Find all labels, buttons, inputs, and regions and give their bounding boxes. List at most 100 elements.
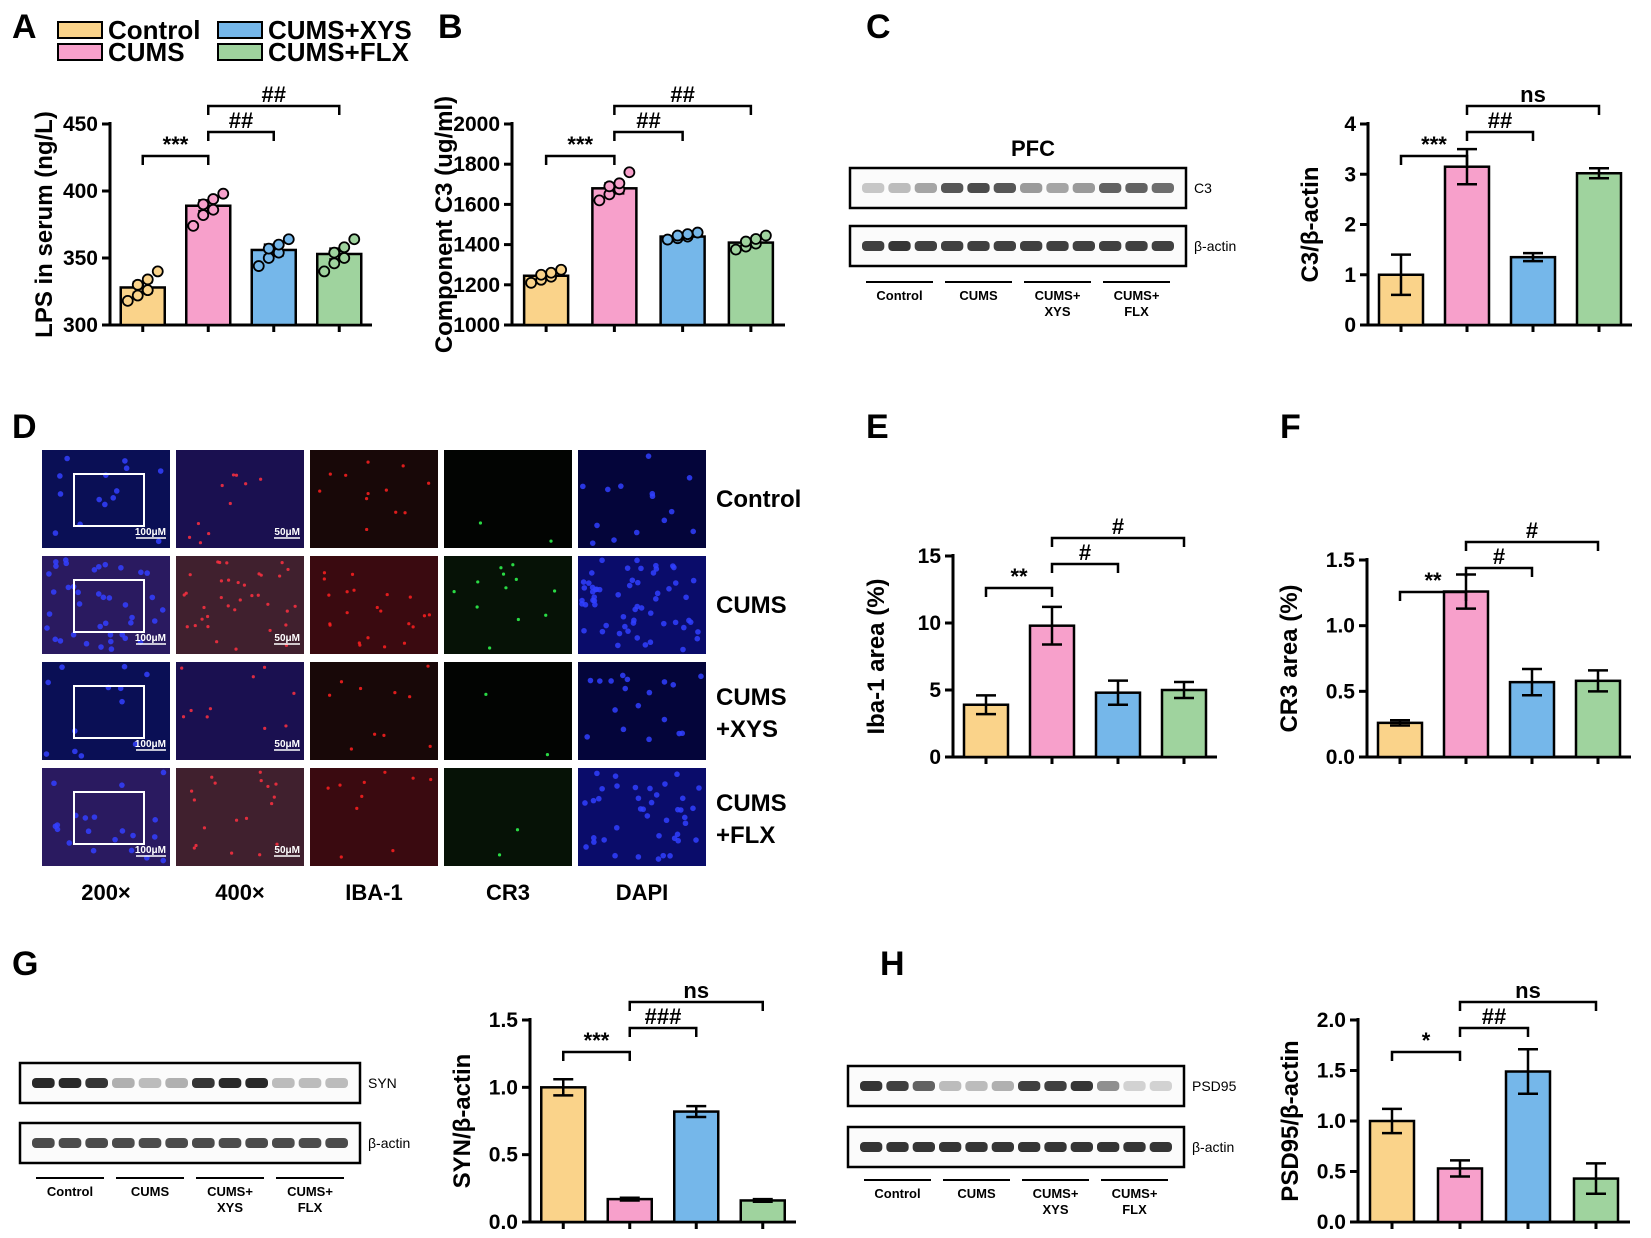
cell-spot	[292, 691, 296, 695]
group-label-line: CUMS	[957, 1186, 996, 1201]
cell-spot	[234, 818, 239, 822]
cell-spot	[75, 589, 81, 596]
blot-band	[967, 241, 990, 251]
cell-spot	[339, 680, 344, 684]
cell-spot	[484, 692, 488, 696]
y-tick-label: 10	[918, 612, 941, 635]
micrograph-background	[310, 556, 438, 654]
cell-spot	[693, 837, 699, 843]
blot-band	[1020, 241, 1043, 251]
cell-spot	[515, 828, 520, 832]
data-point	[671, 229, 684, 242]
blot-title: PFC	[1011, 136, 1055, 161]
bar-CUMS	[606, 1197, 653, 1224]
blot-row-label: β-actin	[368, 1135, 410, 1151]
blot-band	[1151, 183, 1174, 193]
blot-band	[245, 1078, 268, 1088]
legend-swatch	[57, 21, 103, 39]
cell-spot	[119, 698, 125, 705]
cell-spot	[663, 817, 670, 824]
blot-band	[192, 1078, 215, 1088]
cell-spot	[53, 559, 59, 565]
group-label-line: Control	[876, 288, 922, 303]
y-tick-label: 15	[918, 545, 942, 568]
bar-CUMS	[1442, 590, 1490, 759]
significance-bracket	[1465, 130, 1535, 141]
row-label-line: CUMS	[716, 684, 787, 711]
micrograph-cell	[578, 662, 706, 760]
panel-label-G: G	[12, 945, 38, 983]
cell-spot	[266, 784, 270, 789]
y-tick-label: 1.5	[1317, 1060, 1347, 1083]
cell-spot	[83, 640, 90, 647]
cell-spot	[632, 784, 639, 791]
cell-spot	[196, 521, 201, 526]
cell-spot	[366, 491, 370, 496]
cell-spot	[695, 629, 701, 635]
cell-spot	[82, 815, 89, 821]
micrograph-cell	[310, 662, 438, 760]
significance-label: ##	[229, 108, 253, 133]
column-label: IBA-1	[345, 880, 402, 905]
micrograph-background	[578, 662, 706, 760]
cell-spot	[226, 604, 230, 608]
cell-spot	[615, 642, 621, 649]
cell-spot	[181, 715, 186, 719]
cell-spot	[108, 646, 115, 652]
cell-spot	[408, 595, 412, 599]
blot-band	[112, 1138, 135, 1148]
cell-spot	[661, 679, 668, 685]
data-point	[141, 284, 154, 297]
significance-bracket	[1399, 154, 1469, 165]
y-tick-label: 1000	[453, 314, 500, 337]
scale-label: 50μM	[274, 527, 300, 538]
cell-spot	[218, 560, 222, 565]
cell-spot	[350, 572, 355, 576]
blot-band	[85, 1138, 108, 1148]
blot-band	[1070, 1142, 1093, 1152]
micrograph-cell: 50μM	[176, 662, 304, 760]
cell-spot	[504, 586, 508, 590]
cell-spot	[678, 807, 684, 813]
cell-spot	[660, 852, 667, 859]
cell-spot	[57, 491, 64, 497]
y-tick-label: 2.0	[1317, 1009, 1346, 1032]
cell-spot	[344, 473, 348, 477]
cell-spot	[638, 565, 644, 572]
cell-spot	[180, 666, 184, 670]
cell-spot	[284, 623, 288, 627]
cell-spot	[193, 623, 197, 628]
cell-spot	[228, 501, 232, 506]
cell-spot	[667, 853, 673, 859]
cell-spot	[278, 574, 282, 578]
cell-spot	[327, 593, 331, 597]
data-point	[661, 233, 674, 246]
cell-spot	[605, 486, 611, 493]
cell-spot	[160, 769, 167, 776]
cell-spot	[635, 795, 642, 802]
cell-spot	[266, 602, 270, 606]
cell-spot	[110, 495, 117, 501]
cell-spot	[338, 783, 342, 787]
cell-spot	[672, 580, 679, 586]
cell-spot	[251, 675, 255, 679]
cell-spot	[476, 580, 480, 584]
cell-spot	[205, 614, 210, 619]
y-axis-label: SYN/β-actin	[449, 1054, 476, 1189]
blot-band	[888, 241, 911, 251]
row-label-line: CUMS	[716, 592, 787, 619]
cell-spot	[54, 826, 61, 833]
cell-spot	[579, 597, 585, 604]
cell-spot	[647, 610, 654, 616]
cell-spot	[286, 567, 290, 572]
significance-bracket	[141, 154, 210, 165]
cell-spot	[149, 594, 156, 601]
cell-spot	[45, 679, 51, 686]
blot-band	[218, 1138, 242, 1148]
scale-label: 50μM	[274, 739, 300, 750]
cell-spot	[215, 640, 219, 644]
cell-spot	[57, 638, 64, 644]
y-tick-label: 2000	[453, 113, 500, 136]
chart-F: 0.0 0.5 1.0 1.5 CR3 area (%) ** # #	[1276, 518, 1631, 769]
